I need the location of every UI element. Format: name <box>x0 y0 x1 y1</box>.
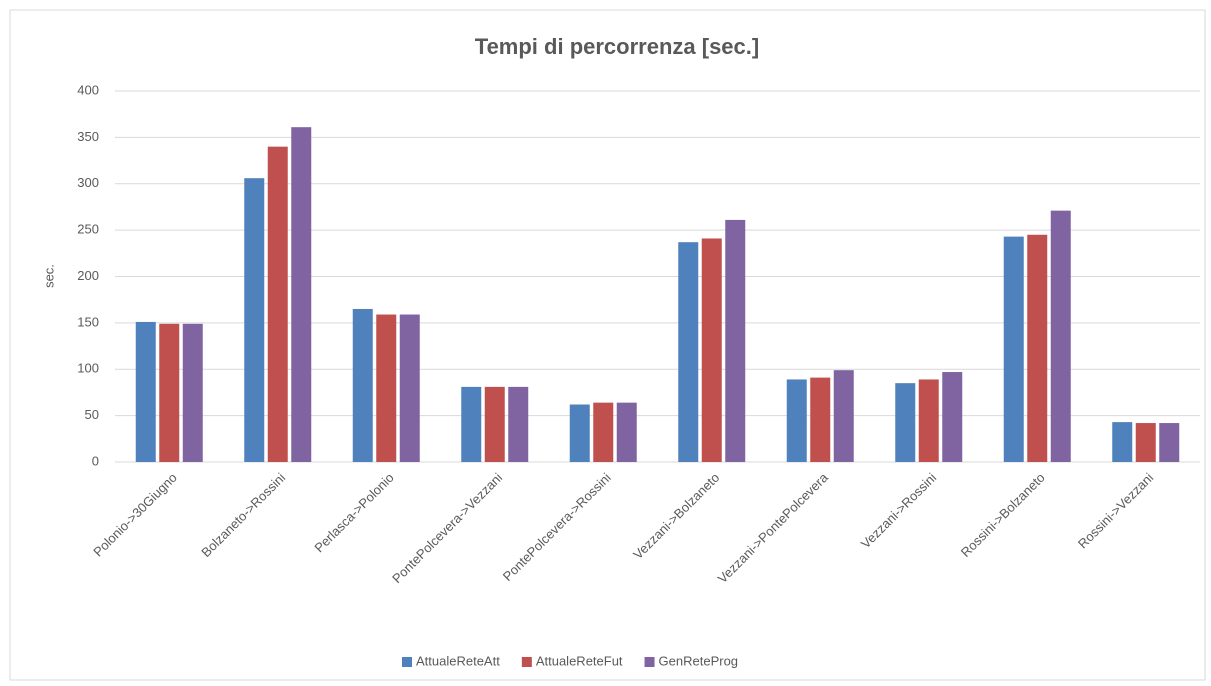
bar <box>352 308 373 462</box>
bar <box>918 379 939 462</box>
bar <box>895 383 916 462</box>
bar <box>159 323 180 462</box>
bar <box>1159 423 1180 462</box>
y-axis-label: sec. <box>41 264 56 288</box>
bar <box>508 386 529 462</box>
bar <box>1003 236 1024 462</box>
bar <box>1050 210 1071 462</box>
bar <box>399 314 420 462</box>
y-tick-label: 250 <box>77 222 99 237</box>
y-tick-label: 300 <box>77 175 99 190</box>
bar <box>1135 423 1156 462</box>
bar <box>1027 234 1048 462</box>
y-tick-label: 200 <box>77 268 99 283</box>
y-tick-label: 0 <box>92 453 99 468</box>
bar <box>616 402 637 462</box>
chart-title: Tempi di percorrenza [sec.] <box>475 34 759 59</box>
y-tick-label: 150 <box>77 314 99 329</box>
bar <box>267 146 288 462</box>
bar <box>701 238 722 462</box>
bar <box>810 377 831 462</box>
bar <box>484 386 505 462</box>
y-tick-label: 350 <box>77 129 99 144</box>
bar <box>833 370 854 462</box>
bar <box>942 372 963 462</box>
bar <box>678 242 699 462</box>
bar <box>593 402 614 462</box>
bar <box>461 386 482 462</box>
y-tick-label: 400 <box>77 82 99 97</box>
legend-label: AttualeReteAtt <box>416 653 500 668</box>
legend-label: AttualeReteFut <box>536 653 623 668</box>
bar <box>182 323 203 462</box>
legend-swatch <box>402 657 412 667</box>
legend-swatch <box>521 657 532 667</box>
bar <box>1112 422 1133 462</box>
bar <box>291 127 312 463</box>
bar <box>569 404 590 462</box>
bar <box>376 314 397 462</box>
y-tick-label: 50 <box>85 407 99 422</box>
bar <box>135 321 156 462</box>
y-tick-label: 100 <box>77 361 99 376</box>
bar <box>244 178 265 462</box>
legend-swatch <box>644 657 655 667</box>
bar <box>786 379 807 462</box>
legend-label: GenReteProg <box>659 653 739 668</box>
bar <box>725 219 746 462</box>
